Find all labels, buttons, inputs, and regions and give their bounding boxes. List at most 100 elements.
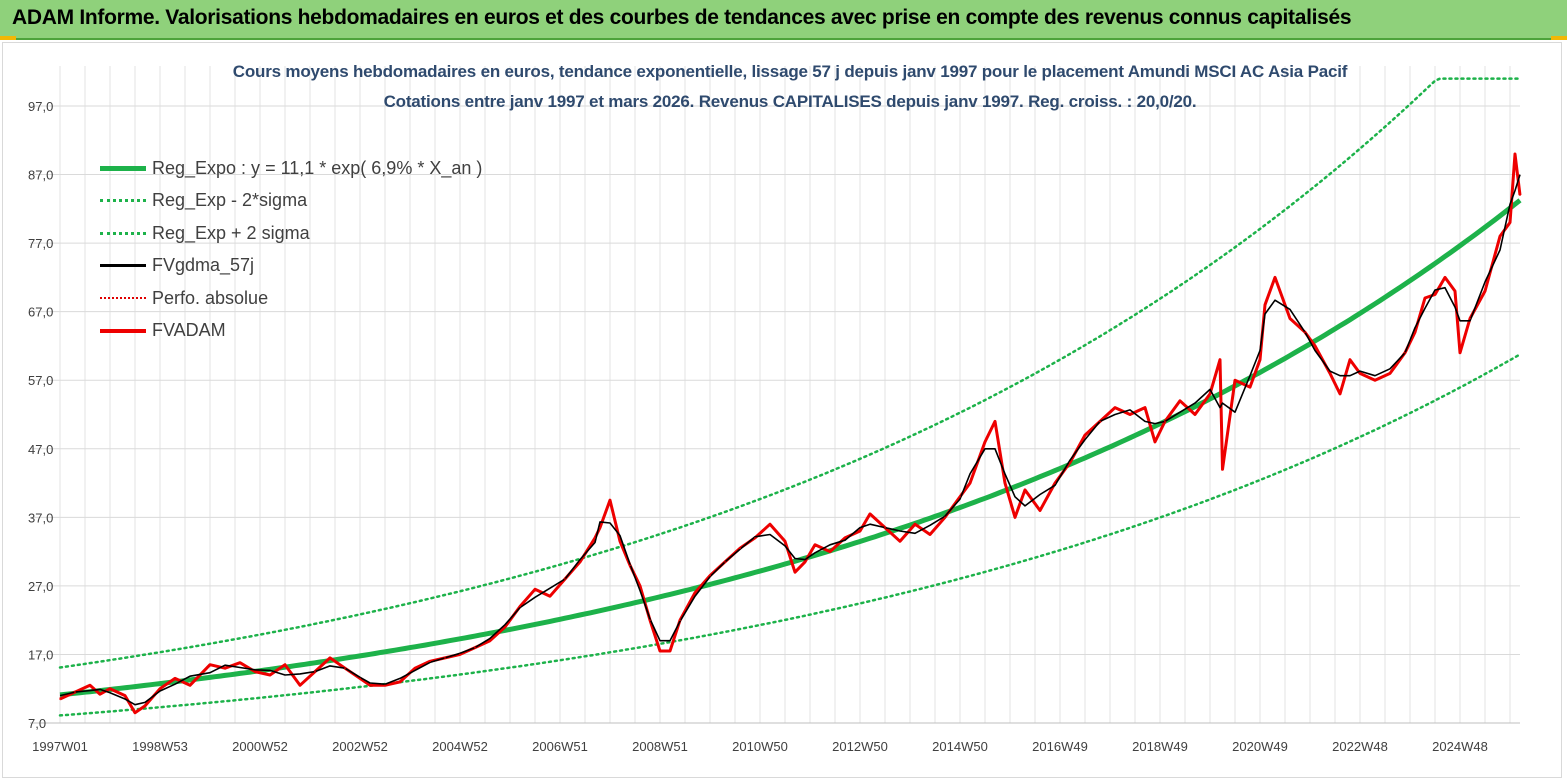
x-tick-label: 2002W52 [332, 739, 388, 754]
fvadam-point [1054, 482, 1056, 484]
fvadam-point [1154, 441, 1156, 443]
fvadam-point [649, 619, 651, 621]
legend-label: Perfo. absolue [152, 287, 269, 308]
x-tick-label: 2014W50 [932, 739, 988, 754]
chart-subtitle: Cotations entre janv 1997 et mars 2026. … [383, 92, 1197, 111]
fvadam-point [1519, 194, 1521, 196]
x-axis-ticks: 1997W01 1998W53 2000W52 2002W52 2004W52 2006W… [32, 739, 1488, 754]
chart-series [58, 77, 1522, 717]
header-accent-left [0, 36, 16, 40]
fvadam-point [1014, 516, 1016, 519]
fvadam-point [1289, 317, 1291, 320]
y-tick-label: 37,0 [28, 510, 53, 525]
legend-item-reg-expo[interactable]: Reg_Expo : y = 11,1 * exp( 6,9% * X_an ) [100, 152, 482, 185]
fvadam-point [1084, 434, 1086, 436]
fvadam-point [609, 499, 611, 502]
fvadam-point [1004, 482, 1006, 484]
fvadam-point [929, 533, 931, 536]
x-tick-label: 2010W50 [732, 739, 788, 754]
fvadam-point [1339, 393, 1341, 395]
legend-swatch-fvadam [100, 328, 146, 333]
legend-label: Reg_Exp + 2 sigma [152, 222, 310, 243]
header-accent-right [1551, 36, 1567, 40]
fvadam-point [1039, 509, 1041, 512]
fvadam-point [399, 681, 401, 683]
header-bar: ADAM Informe. Valorisations hebdomadaire… [0, 0, 1567, 40]
legend-swatch-reg-exp-minus [100, 199, 146, 203]
fvadam-point [209, 663, 211, 666]
legend-item-perfo[interactable]: Perfo. absolue [100, 282, 482, 315]
fvadam-point [549, 595, 551, 597]
fvadam-point [504, 626, 506, 628]
fvadam-point [1329, 372, 1331, 375]
legend-item-reg-exp-minus[interactable]: Reg_Exp - 2*sigma [100, 185, 482, 218]
legend-swatch-fvgdma [100, 264, 146, 268]
fvadam-point [1099, 420, 1101, 423]
x-tick-label: 2016W49 [1032, 739, 1088, 754]
y-tick-label: 27,0 [28, 579, 53, 594]
fvadam-point [124, 694, 126, 697]
y-tick-label: 87,0 [28, 168, 53, 183]
fvadam-point [1069, 461, 1071, 464]
fvadam-point [859, 530, 861, 532]
fvadam-point [579, 561, 581, 563]
fvadam-point [89, 684, 91, 687]
legend-item-fvgdma[interactable]: FVgdma_57j [100, 250, 482, 283]
legend-swatch-reg-expo [100, 165, 146, 171]
fvadam-point [189, 684, 191, 687]
series-reg-exp-minus-2sigma [58, 353, 1522, 717]
fvadam-point [1424, 297, 1426, 299]
chart-title: Cours moyens hebdomadaires en euros, ten… [232, 62, 1348, 81]
fvadam-point [794, 571, 796, 573]
fvadam-point [619, 540, 621, 543]
fvadam-point [284, 663, 286, 666]
fvadam-point [599, 526, 601, 529]
fvadam-point [639, 585, 641, 587]
fvadam-point [914, 523, 916, 525]
fvadam-point [844, 537, 846, 539]
fvadam-point [239, 661, 241, 664]
fvadam-point [669, 650, 671, 652]
fvadam-point [1454, 290, 1456, 292]
fvadam-point [159, 687, 161, 690]
fvadam-point [1274, 276, 1276, 279]
fvadam-point [384, 684, 386, 687]
x-tick-label: 2022W48 [1332, 739, 1388, 754]
legend-label: Reg_Expo : y = 11,1 * exp( 6,9% * X_an ) [152, 157, 483, 178]
fvadam-point [564, 578, 566, 580]
fvadam-point [1389, 372, 1391, 375]
y-tick-label: 17,0 [28, 647, 53, 662]
legend-swatch-reg-exp-plus [100, 231, 146, 235]
x-tick-label: 2018W49 [1132, 739, 1188, 754]
fvadam-point [1484, 290, 1486, 292]
fvadam-point [59, 698, 61, 700]
legend-item-fvadam[interactable]: FVADAM [100, 315, 482, 348]
legend-item-reg-exp-plus[interactable]: Reg_Exp + 2 sigma [100, 217, 482, 250]
fvadam-point [459, 653, 461, 656]
fvadam-point [269, 674, 271, 676]
fvadam-point [344, 667, 346, 669]
fvadam-point [659, 650, 661, 652]
fvadam-point [629, 564, 631, 567]
legend-swatch-perfo [100, 297, 146, 300]
fvadam-point [1314, 345, 1316, 347]
fvadam-point [329, 657, 331, 659]
fvadam-point [724, 561, 726, 563]
fvadam-point [1374, 379, 1376, 382]
fvadam-point [144, 705, 146, 707]
fvadam-point [1514, 153, 1516, 155]
y-tick-label: 57,0 [28, 373, 53, 388]
fvadam-point [709, 574, 711, 577]
fvadam-point [1434, 293, 1436, 296]
legend-label: FVgdma_57j [152, 255, 255, 276]
fvadam-point [254, 670, 256, 673]
fvadam-point [814, 544, 816, 546]
fvadam-point [679, 619, 681, 621]
fvadam-point [414, 667, 416, 669]
fvadam-point [1024, 489, 1026, 491]
fvadam-point [74, 691, 76, 693]
fvadam-point [474, 646, 476, 649]
fvadam-point [1444, 276, 1446, 279]
page-title: ADAM Informe. Valorisations hebdomadaire… [12, 6, 1352, 29]
